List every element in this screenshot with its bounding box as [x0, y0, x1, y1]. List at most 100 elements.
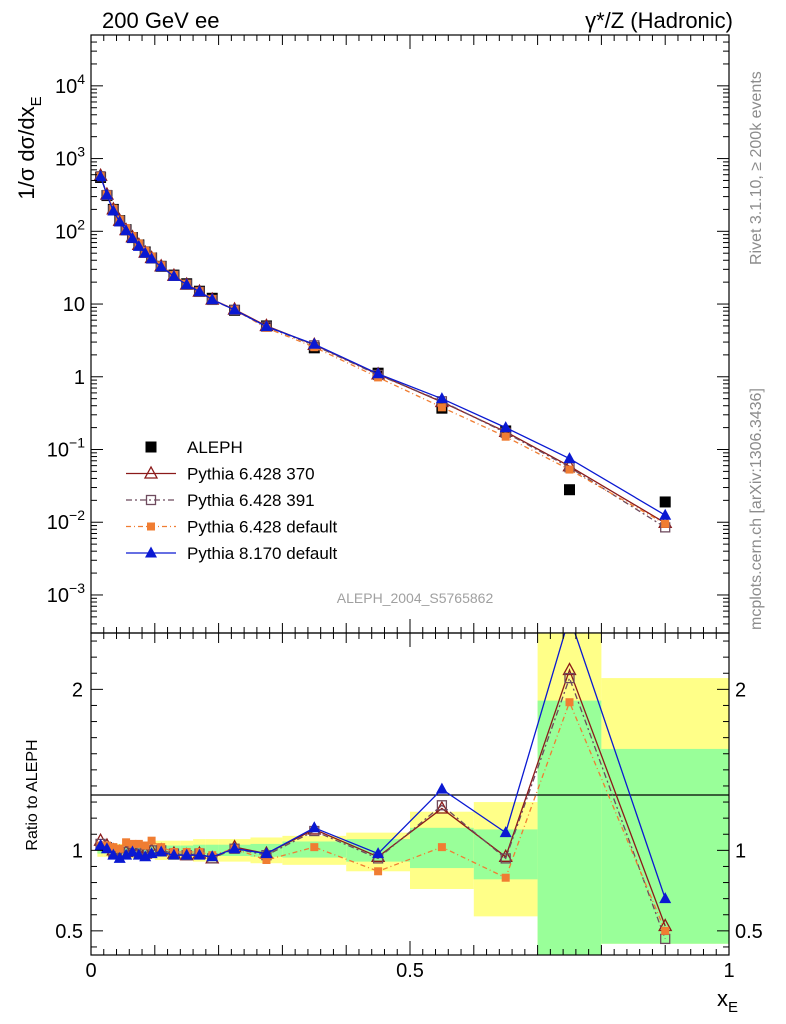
legend-entry-pythia-6-428-370: Pythia 6.428 370: [126, 465, 315, 484]
point-aleph: [659, 496, 671, 508]
ratio-point-pythia-6-428-default: [374, 867, 383, 876]
ratio-axis-ticks: 0.5 0.51 12 20 0.5 1: [55, 633, 763, 982]
point-pythia-8-170-default: [107, 204, 120, 216]
point-pythia-8-170-default: [126, 231, 139, 243]
legend-marker: [145, 441, 157, 453]
point-pythia-8-170-default: [659, 508, 672, 520]
ratio-y-axis-label: Ratio to ALEPH: [24, 739, 41, 850]
point-pythia-8-170-default: [499, 421, 512, 433]
y-tick-label: 102: [55, 216, 85, 243]
ratio-point-pythia-8-170-default: [180, 848, 193, 860]
x-tick-label: 0.5: [396, 960, 424, 982]
ratio-point-pythia-8-170-default: [145, 847, 158, 859]
ratio-point-pythia-8-170-default: [308, 821, 321, 833]
ratio-plot-area: [93, 633, 673, 945]
ratio-point-pythia-8-170-default: [155, 845, 168, 857]
point-aleph: [564, 484, 575, 496]
point-pythia-8-170-default: [139, 246, 152, 258]
ratio-point-pythia-6-428-default: [128, 839, 137, 848]
ratio-point-pythia-8-170-default: [126, 845, 139, 857]
main-y-axis-label-sub: E: [28, 96, 45, 106]
point-pythia-8-170-default: [145, 252, 158, 264]
ratio-point-pythia-8-170-default: [139, 850, 152, 862]
series-pythia-6-428-370: [93, 167, 673, 529]
legend-label: ALEPH: [187, 438, 243, 457]
series-line-pythia-6-428-391: [99, 176, 666, 528]
ratio-point-pythia-6-428-default: [565, 698, 574, 707]
point-pythia-8-170-default: [155, 260, 168, 272]
ratio-y-tick-label-right: 0.5: [735, 921, 763, 943]
ratio-point-pythia-8-170-default: [372, 847, 385, 859]
legend-label: Pythia 8.170 default: [187, 544, 338, 563]
point-pythia-8-170-default: [113, 215, 126, 227]
series-line-pythia-6-428-default: [99, 176, 666, 525]
y-tick-label: 10−3: [47, 580, 85, 607]
ratio-point-pythia-6-428-default: [141, 841, 150, 850]
series-pythia-8-170-default: [94, 170, 672, 520]
x-axis-label-text: x: [717, 986, 728, 1011]
ratio-point-pythia-6-428-default: [501, 873, 510, 882]
ratio-y-tick-label-right: 1: [735, 840, 746, 862]
ratio-point-pythia-8-170-default: [659, 892, 672, 904]
series-aleph: [95, 171, 671, 508]
legend-label: Pythia 6.428 370: [187, 465, 315, 484]
main-y-axis-label: 1/σ dσ/dxE: [14, 96, 45, 199]
ratio-y-tick-label: 2: [72, 679, 83, 701]
ratio-panel: 0.5 0.51 12 20 0.5 1 Ratio to ALEPH xE: [24, 632, 763, 1016]
y-tick-label: 10−1: [47, 435, 85, 462]
y-tick-label: 1: [74, 367, 85, 389]
ratio-point-pythia-6-428-391: [564, 672, 575, 684]
ratio-point-pythia-6-428-default: [310, 843, 319, 852]
point-pythia-8-170-default: [193, 285, 206, 297]
point-pythia-8-170-default: [260, 320, 273, 332]
rivet-credit: Rivet 3.1.10, ≥ 200k events: [748, 71, 765, 265]
ratio-uncertainty-bands: [97, 633, 729, 955]
x-axis-label-sub: E: [728, 999, 738, 1016]
point-pythia-6-428-default: [565, 465, 574, 474]
x-axis-label: xE: [717, 986, 738, 1016]
legend-entry-pythia-6-428-default: Pythia 6.428 default: [126, 518, 338, 537]
ratio-y-tick-label-right: 2: [735, 679, 746, 701]
series-pythia-6-428-391: [95, 171, 671, 533]
legend-label: Pythia 6.428 default: [187, 518, 338, 537]
ratio-point-pythia-6-428-370: [498, 848, 513, 862]
point-pythia-8-170-default: [228, 303, 241, 315]
ratio-point-pythia-6-428-default: [109, 843, 118, 852]
point-pythia-6-428-default: [661, 519, 670, 528]
ratio-point-pythia-8-170-default: [107, 848, 120, 860]
y-tick-label: 103: [55, 144, 85, 171]
ratio-point-pythia-6-428-391: [500, 853, 511, 864]
ratio-point-pythia-8-170-default: [499, 826, 512, 838]
ratio-point-pythia-6-428-default: [115, 844, 124, 853]
ratio-point-pythia-8-170-default: [228, 842, 241, 854]
ratio-point-pythia-6-428-default: [134, 839, 143, 848]
ratio-point-pythia-6-428-default: [262, 856, 271, 865]
ratio-point-pythia-8-170-default: [435, 782, 448, 794]
point-pythia-8-170-default: [100, 188, 113, 200]
analysis-id-label: ALEPH_2004_S5765862: [337, 590, 494, 606]
ratio-y-tick-label: 0.5: [55, 921, 83, 943]
point-pythia-8-170-default: [167, 269, 180, 281]
point-pythia-8-170-default: [94, 170, 107, 182]
ratio-point-pythia-8-170-default: [94, 839, 107, 851]
series-line-pythia-8-170-default: [99, 176, 666, 516]
x-tick-label: 1: [723, 960, 734, 982]
legend-marker: [147, 522, 155, 531]
y-tick-label: 10−2: [47, 507, 85, 534]
legend-label: Pythia 6.428 391: [187, 491, 315, 510]
ratio-point-pythia-6-428-default: [437, 843, 446, 852]
main-axis-ticks: 10−3 10−2 10−1 1 10 102 103 104: [47, 34, 730, 634]
point-pythia-8-170-default: [435, 392, 448, 404]
ratio-point-pythia-8-170-default: [120, 848, 133, 860]
ratio-point-pythia-6-428-default: [661, 926, 670, 935]
mcplots-credit: mcplots.cern.ch [arXiv:1306.3436]: [748, 388, 765, 630]
ratio-series-group: [93, 633, 673, 945]
point-pythia-8-170-default: [206, 293, 219, 305]
ratio-line-pythia-6-428-391: [100, 676, 666, 940]
right-title: γ*/Z (Hadronic): [585, 8, 733, 33]
main-panel: 10−3 10−2 10−1 1 10 102 103 104 1/σ dσ/dxE ALEP…: [14, 34, 730, 634]
ratio-point-pythia-8-170-default: [167, 848, 180, 860]
legend-entry-pythia-6-428-391: Pythia 6.428 391: [126, 491, 315, 510]
point-pythia-6-428-default: [501, 432, 510, 441]
